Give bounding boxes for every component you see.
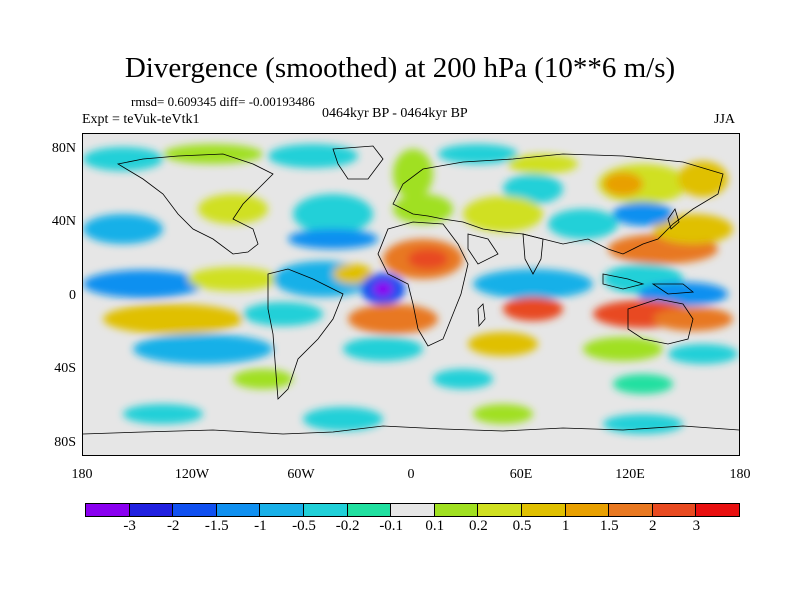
colorbar-label: -0.5 xyxy=(292,518,316,534)
colorbar-label: 1 xyxy=(561,518,570,534)
colorbar-label: -1.5 xyxy=(204,518,229,534)
colorbar-label: 0.1 xyxy=(425,518,445,534)
colorbar-box xyxy=(433,503,479,517)
colorbar-box xyxy=(215,503,261,517)
colorbar-label: -0.2 xyxy=(335,518,360,534)
colorbar-label: -1 xyxy=(254,518,267,534)
y-tick-80n: 80N xyxy=(51,141,76,156)
x-tick-180w: 180 xyxy=(71,467,93,482)
y-tick-40n: 40N xyxy=(51,214,76,229)
stats-label: rmsd= 0.609345 diff= -0.00193486 xyxy=(131,94,315,109)
colorbar-label: -3 xyxy=(123,518,136,534)
y-tick-40s: 40S xyxy=(54,361,76,376)
colorbar-label: 1.5 xyxy=(599,518,619,534)
x-tick-0: 0 xyxy=(407,467,415,482)
colorbar-box xyxy=(390,503,435,517)
colorbar-box xyxy=(172,503,217,517)
colorbar-label: 3 xyxy=(692,518,701,534)
x-tick-180e: 180 xyxy=(729,467,751,482)
colorbar-label: -0.1 xyxy=(379,518,404,534)
y-tick-0: 0 xyxy=(69,288,76,303)
experiment-label: Expt = teVuk-teVtk1 xyxy=(82,112,200,127)
season-label: JJA xyxy=(714,112,736,127)
colorbar-box xyxy=(608,503,653,517)
colorbar xyxy=(85,503,740,517)
coastlines xyxy=(83,145,739,435)
x-tick-120w: 120W xyxy=(174,467,210,482)
colorbar-box xyxy=(651,503,697,517)
colorbar-box xyxy=(259,503,304,517)
colorbar-label: 2 xyxy=(649,518,657,534)
divergence-field xyxy=(83,144,738,434)
colorbar-box xyxy=(695,503,740,517)
colorbar-box xyxy=(520,503,566,517)
period-label: 0464kyr BP - 0464kyr BP xyxy=(322,106,468,121)
colorbar-box xyxy=(128,503,174,517)
colorbar-box xyxy=(85,503,130,517)
x-tick-60e: 60E xyxy=(509,467,533,482)
colorbar-box xyxy=(564,503,610,517)
map-field xyxy=(83,134,739,455)
colorbar-label: -2 xyxy=(166,518,180,534)
divergence-map xyxy=(82,133,740,456)
colorbar-box xyxy=(346,503,392,517)
colorbar-box xyxy=(302,503,348,517)
map-title: Divergence (smoothed) at 200 hPa (10**6 … xyxy=(124,52,676,84)
x-tick-120e: 120E xyxy=(615,467,645,482)
colorbar-label: 0.5 xyxy=(512,518,532,534)
colorbar-label: 0.2 xyxy=(469,518,488,534)
colorbar-box xyxy=(477,503,522,517)
x-tick-60w: 60W xyxy=(287,467,315,482)
y-tick-80s: 80S xyxy=(54,435,76,450)
